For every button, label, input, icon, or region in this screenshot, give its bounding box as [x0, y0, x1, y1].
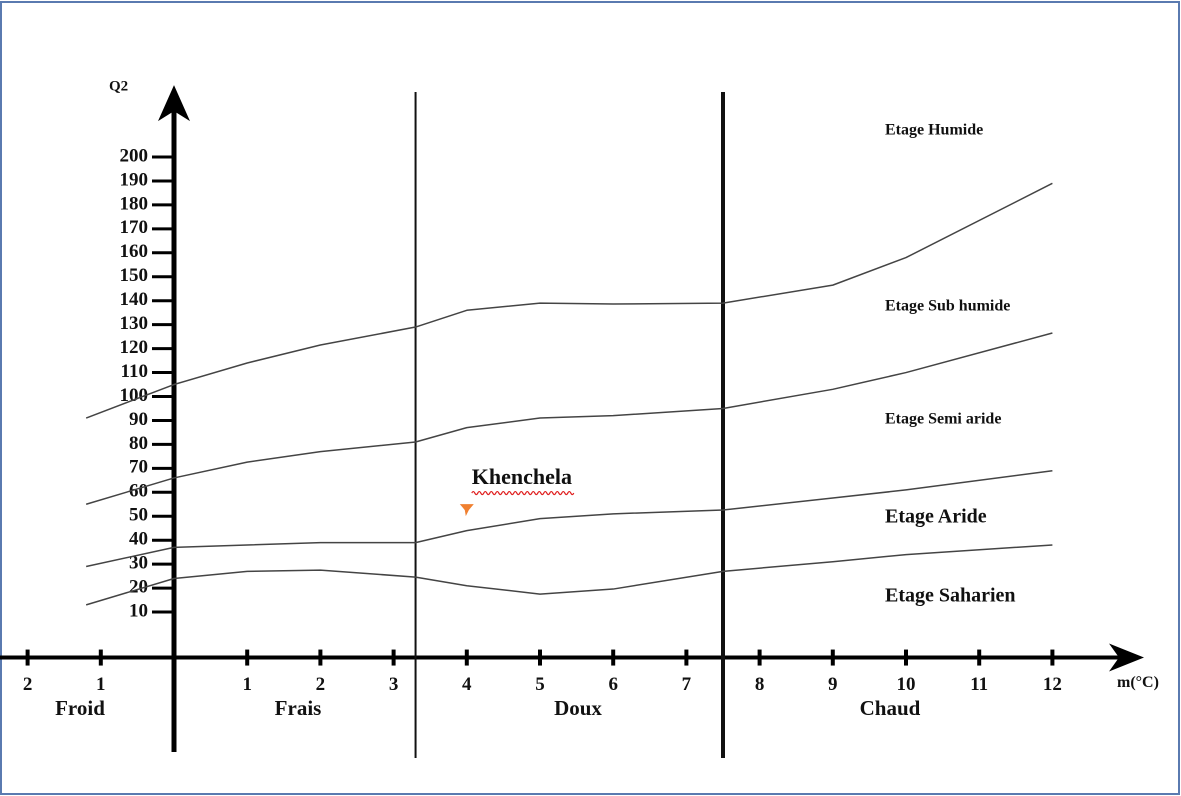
boundary-curve [86, 470, 1053, 568]
etage-label: Etage Sub humide [885, 298, 1010, 315]
y-tick-label: 120 [120, 337, 149, 358]
station-marker [459, 504, 474, 517]
x-tick-label: 7 [682, 674, 692, 695]
x-tick-label: 9 [828, 674, 838, 695]
x-axis-arrow [1109, 643, 1144, 672]
zone-label: Chaud [860, 696, 921, 720]
y-tick-label: 140 [120, 289, 149, 310]
y-tick-label: 30 [129, 553, 148, 574]
y-tick-label: 60 [129, 481, 148, 502]
zone-label: Froid [55, 696, 105, 720]
zone-label: Frais [275, 696, 322, 720]
y-axis-label: Q2 [109, 79, 128, 95]
x-tick-label: 2 [23, 674, 33, 695]
y-axis-arrow [158, 85, 190, 122]
y-tick-label: 10 [129, 600, 148, 621]
x-tick-label: 4 [462, 674, 472, 695]
y-tick-label: 110 [121, 361, 148, 382]
y-tick-label: 70 [129, 457, 148, 478]
y-tick-label: 80 [129, 433, 148, 454]
y-tick-label: 20 [129, 576, 148, 597]
y-tick-label: 90 [129, 409, 148, 430]
x-tick-label: 8 [755, 674, 765, 695]
y-tick-label: 100 [120, 385, 149, 406]
etage-label: Etage Aride [885, 506, 987, 528]
station-label: Khenchela [472, 464, 572, 489]
etage-label: Etage Saharien [885, 585, 1016, 607]
station-underline [471, 490, 575, 496]
x-axis-label: m(°C) [1117, 674, 1159, 691]
x-tick-label: 3 [389, 674, 399, 695]
x-tick-label: 10 [897, 674, 916, 695]
x-tick-label: 11 [970, 674, 988, 695]
etage-label: Etage Humide [885, 122, 983, 139]
y-tick-label: 50 [129, 505, 148, 526]
y-tick-label: 200 [120, 145, 149, 166]
x-tick-label: 12 [1043, 674, 1062, 695]
zone-label: Doux [554, 696, 602, 720]
y-tick-label: 150 [120, 265, 149, 286]
boundary-curve [85, 182, 1053, 419]
x-tick-label: 5 [535, 674, 545, 695]
x-tick-label: 1 [96, 674, 106, 695]
boundary-curve [85, 544, 1053, 606]
x-tick-label: 1 [242, 674, 252, 695]
x-tick-label: 6 [608, 674, 618, 695]
y-tick-label: 160 [120, 241, 149, 262]
x-tick-label: 2 [316, 674, 326, 695]
y-tick-label: 170 [120, 217, 149, 238]
y-tick-label: 40 [129, 529, 148, 550]
y-tick-label: 180 [120, 193, 149, 214]
boundary-curve [85, 332, 1053, 505]
y-tick-label: 190 [120, 169, 149, 190]
etage-label: Etage Semi aride [885, 411, 1001, 428]
y-tick-label: 130 [120, 313, 149, 334]
